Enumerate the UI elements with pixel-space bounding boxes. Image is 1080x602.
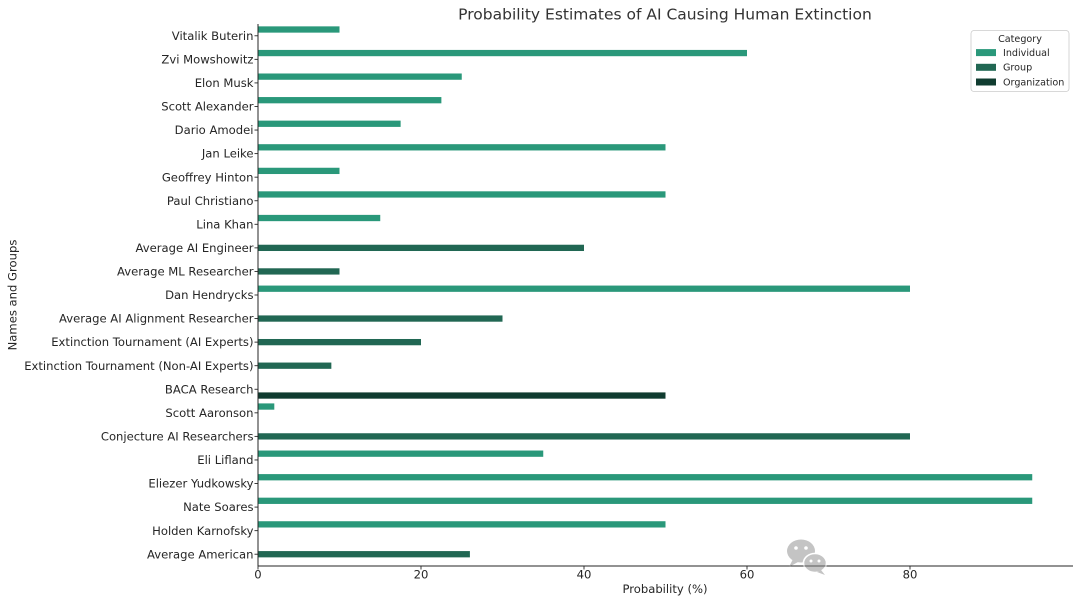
bar-group-average-american	[258, 551, 470, 558]
wechat-icon-large-bubble-tail	[789, 559, 798, 567]
x-tick-label: 80	[903, 568, 918, 582]
legend-title: Category	[998, 34, 1042, 45]
bar-group-average-ml-researcher	[258, 268, 340, 275]
legend-frame	[970, 30, 1070, 92]
x-axis-label: Probability (%)	[622, 582, 707, 596]
chart-title: Probability Estimates of AI Causing Huma…	[458, 6, 872, 24]
bar-individual-nate-soares	[258, 497, 1033, 504]
wechat-icon-eye	[809, 559, 813, 563]
y-tick-label-average-ml-researcher: Average ML Researcher	[117, 265, 254, 279]
bar-individual-jan-leike	[258, 144, 666, 151]
bar-individual-lina-khan	[258, 214, 381, 222]
y-tick-label-average-american: Average American	[147, 547, 253, 561]
bar-individual-elon-musk	[258, 73, 462, 80]
x-tick-label: 60	[740, 568, 755, 582]
x-tick-label: 0	[254, 568, 261, 582]
legend: Category Individual Group Organization	[970, 30, 1070, 92]
y-tick-label-scott-aaronson: Scott Aaronson	[165, 406, 253, 420]
legend-swatch-group	[976, 63, 996, 71]
legend-label-organization: Organization	[1003, 77, 1064, 88]
y-tick-label-elon-musk: Elon Musk	[195, 76, 254, 90]
y-tick-label-jan-leike: Jan Leike	[201, 147, 254, 161]
y-tick-label-average-ai-engineer: Average AI Engineer	[136, 241, 254, 255]
watermark	[787, 539, 828, 575]
y-tick-label-eli-lifland: Eli Lifland	[197, 453, 253, 467]
y-tick-label-extinction-tournament-non-ai-experts: Extinction Tournament (Non-AI Experts)	[24, 359, 253, 373]
y-tick-label-dan-hendrycks: Dan Hendrycks	[165, 288, 253, 302]
bar-group-extinction-tournament-non-ai-experts	[258, 362, 332, 369]
legend-swatch-organization	[976, 78, 996, 86]
y-tick-label-zvi-mowshowitz: Zvi Mowshowitz	[161, 52, 253, 66]
x-tick-label: 40	[577, 568, 592, 582]
bar-group	[258, 26, 1033, 558]
bar-individual-eli-lifland	[258, 450, 544, 457]
y-tick-label-scott-alexander: Scott Alexander	[161, 100, 253, 114]
y-tick-label-baca-research: BACA Research	[165, 382, 254, 396]
bar-organization-baca-research	[258, 392, 666, 399]
bar-individual-eliezer-yudkowsky	[258, 474, 1033, 481]
wechat-icon-small-bubble-tail	[817, 570, 825, 575]
bar-group-average-ai-engineer	[258, 244, 584, 252]
legend-label-group: Group	[1003, 63, 1032, 74]
y-axis-label: Names and Groups	[6, 240, 20, 351]
bar-individual-zvi-mowshowitz	[258, 49, 747, 57]
legend-entry-organization: Organization	[976, 77, 1064, 88]
bar-individual-dario-amodei	[258, 120, 401, 127]
y-tick-label-nate-soares: Nate Soares	[183, 500, 253, 514]
y-tick-label-holden-karnofsky: Holden Karnofsky	[152, 524, 253, 538]
y-tick-label-eliezer-yudkowsky: Eliezer Yudkowsky	[148, 477, 253, 491]
y-tick-label-lina-khan: Lina Khan	[196, 217, 253, 231]
y-tick-label-conjecture-ai-researchers: Conjecture AI Researchers	[101, 429, 254, 443]
bar-individual-geoffrey-hinton	[258, 167, 340, 175]
wechat-icon-eye	[794, 546, 798, 550]
bar-individual-holden-karnofsky	[258, 521, 666, 528]
wechat-icon-small-bubble	[802, 552, 828, 574]
y-tick-label-average-ai-alignment-researcher: Average AI Alignment Researcher	[59, 312, 254, 326]
legend-entry-group: Group	[976, 63, 1032, 74]
bar-individual-paul-christiano	[258, 191, 666, 198]
wechat-icon-eye	[804, 546, 808, 550]
legend-entry-individual: Individual	[976, 48, 1050, 59]
x-tick-label: 20	[414, 568, 429, 582]
bar-individual-scott-aaronson	[258, 403, 275, 410]
wechat-icon-eye	[817, 559, 821, 563]
y-axis: Vitalik Buterin Zvi Mowshowitz Elon Musk Sc…	[24, 24, 259, 566]
legend-label-individual: Individual	[1003, 48, 1050, 59]
bar-individual-scott-alexander	[258, 97, 442, 104]
bar-group-extinction-tournament-ai-experts	[258, 338, 421, 346]
bar-group-conjecture-ai-researchers	[258, 433, 910, 440]
bar-individual-vitalik-buterin	[258, 26, 340, 33]
y-tick-label-paul-christiano: Paul Christiano	[167, 194, 254, 208]
x-axis: 0 20 40 60 80	[254, 565, 1073, 582]
y-tick-label-geoffrey-hinton: Geoffrey Hinton	[162, 170, 254, 184]
legend-swatch-individual	[976, 49, 996, 57]
y-tick-label-vitalik-buterin: Vitalik Buterin	[172, 29, 254, 43]
bar-group-average-ai-alignment-researcher	[258, 315, 503, 322]
y-tick-label-dario-amodei: Dario Amodei	[175, 123, 254, 137]
wechat-icon	[787, 539, 828, 575]
bar-individual-dan-hendrycks	[258, 285, 910, 292]
y-tick-label-extinction-tournament-ai-experts: Extinction Tournament (AI Experts)	[51, 335, 253, 349]
